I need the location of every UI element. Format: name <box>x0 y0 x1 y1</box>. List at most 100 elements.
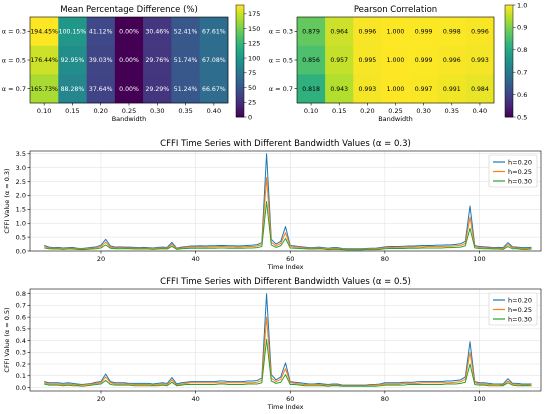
colorbar-segment <box>236 19 244 23</box>
colorbar-segment <box>505 109 513 112</box>
cell-label: 37.64% <box>89 86 113 93</box>
colorbar-segment <box>505 75 513 79</box>
colorbar-segment <box>505 66 513 69</box>
y-tick-label: α = 0.7 <box>269 85 293 93</box>
x-tick-label: 0.35 <box>445 107 459 115</box>
colorbar-segment <box>236 53 244 56</box>
heatmap-cell <box>86 45 116 75</box>
colorbar-tick-label: 0.6 <box>517 91 527 99</box>
colorbar-frame <box>235 4 245 118</box>
cell-label: 51.24% <box>174 86 198 93</box>
cell-label: 30.46% <box>145 29 169 36</box>
cell-label: 29.29% <box>145 86 169 93</box>
colorbar-segment <box>505 38 513 41</box>
colorbar-segment <box>505 74 513 77</box>
heatmap-cell <box>325 74 354 104</box>
colorbar-segment <box>236 96 244 99</box>
cell-label: 0.996 <box>358 29 376 36</box>
colorbar-segment <box>236 66 244 69</box>
cell-label: 0.993 <box>471 57 489 64</box>
y-tick-label: α = 0.5 <box>2 56 26 64</box>
y-tick-label: 0.1 <box>16 372 26 380</box>
colorbar-segment <box>236 111 244 114</box>
y-tick-label: 0.5 <box>16 325 26 333</box>
colorbar-segment <box>505 40 513 43</box>
x-tick-label: 60 <box>286 255 294 263</box>
cell-label: 0.995 <box>358 57 376 64</box>
cell-label: 165.73% <box>30 86 58 93</box>
y-tick-label: 0.0 <box>16 384 26 392</box>
y-tick-label: 0.4 <box>16 337 26 345</box>
colorbar-segment <box>236 57 244 60</box>
colorbar-segment <box>505 53 513 56</box>
colorbar-segment <box>505 111 513 114</box>
cell-label: 0.00% <box>119 57 139 64</box>
heatmap-cell <box>409 45 439 75</box>
colorbar-segment <box>236 38 244 41</box>
colorbar-segment <box>236 25 244 28</box>
heatmap-cell <box>143 17 172 46</box>
colorbar-tick-label: 0 <box>248 113 252 121</box>
cell-label: 1.000 <box>387 29 405 36</box>
colorbar-segment <box>505 105 513 109</box>
heatmap-cell <box>30 45 59 75</box>
colorbar-segment <box>505 8 513 11</box>
y-tick-label: 0.5 <box>16 233 26 241</box>
cell-label: 194.45% <box>30 29 58 36</box>
cell-label: 0.943 <box>330 86 348 93</box>
heatmap-cell <box>381 74 410 104</box>
cell-label: 92.95% <box>61 57 85 64</box>
cell-label: 0.998 <box>443 29 461 36</box>
colorbar-segment <box>505 72 513 75</box>
heatmap-cell <box>353 74 382 104</box>
colorbar-tick-label: 1.0 <box>517 1 527 9</box>
colorbar-segment <box>236 18 244 21</box>
colorbar-segment <box>505 5 513 8</box>
colorbar-segment <box>236 51 244 54</box>
colorbar-segment <box>505 25 513 28</box>
colorbar-segment <box>505 16 513 19</box>
series-line-h=0.30 <box>44 201 532 251</box>
heatmap-cell <box>114 74 144 104</box>
x-tick-label: 0.10 <box>304 107 318 115</box>
heatmap-cell <box>114 17 144 46</box>
colorbar-segment <box>505 36 513 39</box>
colorbar-segment <box>505 19 513 23</box>
plot-frame <box>29 150 542 252</box>
heatmap-cell <box>199 17 229 46</box>
colorbar-segment <box>505 115 513 118</box>
cell-label: 0.00% <box>119 86 139 93</box>
colorbar-segment <box>236 8 244 11</box>
colorbar-segment <box>236 6 244 10</box>
colorbar-segment <box>236 92 244 95</box>
x-axis-label: Bandwidth <box>112 115 147 123</box>
cell-label: 67.61% <box>202 29 226 36</box>
colorbar-segment <box>505 46 513 49</box>
heatmap-cell <box>381 45 410 75</box>
cell-label: 176.44% <box>30 57 58 64</box>
colorbar-segment <box>505 29 513 32</box>
heatmap-cell <box>325 17 354 46</box>
heatmap-cell <box>297 17 326 46</box>
y-axis-label: CFFI Value (α = 0.3) <box>3 168 11 233</box>
y-tick-label: 0.8 <box>16 290 26 298</box>
x-axis-label: Bandwidth <box>378 115 413 123</box>
colorbar-segment <box>236 27 244 30</box>
heatmap-cell <box>30 17 59 46</box>
colorbar-segment <box>236 44 244 47</box>
series-line-h=0.30 <box>44 338 532 387</box>
y-tick-label: 3.5 <box>16 150 26 158</box>
line-chart-2: CFFI Time Series with Different Bandwidt… <box>3 139 542 271</box>
cell-label: 0.997 <box>415 86 433 93</box>
x-tick-label: 80 <box>381 255 389 263</box>
colorbar-segment <box>236 113 244 116</box>
colorbar-segment <box>505 102 513 105</box>
cell-label: 51.74% <box>174 57 198 64</box>
cell-label: 66.67% <box>202 86 226 93</box>
heatmap-cell <box>465 17 495 46</box>
colorbar-segment <box>236 49 244 53</box>
colorbar-segment <box>505 49 513 53</box>
legend-label: h=0.20 <box>508 158 532 166</box>
colorbar-tick-label: 0.9 <box>517 24 527 32</box>
